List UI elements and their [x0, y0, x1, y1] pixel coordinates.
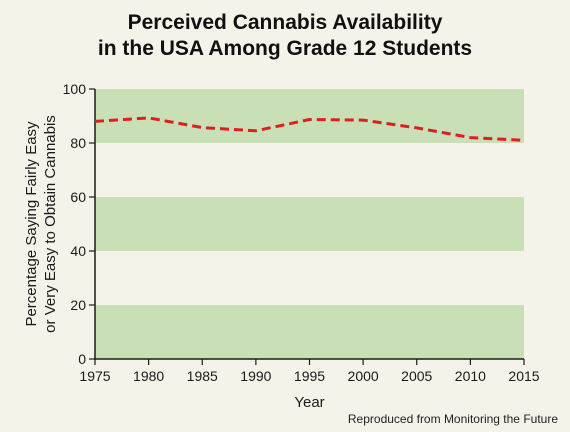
- x-tick-label: 2010: [455, 368, 486, 384]
- x-tick-label: 1975: [79, 368, 110, 384]
- source-note: Reproduced from Monitoring the Future: [347, 412, 558, 426]
- x-tick-label: 2005: [401, 368, 432, 384]
- chart-title-line2: in the USA Among Grade 12 Students: [97, 37, 473, 60]
- y-axis-label-line1: Percentage Saying Fairly Easy: [23, 121, 40, 327]
- y-tick-label: 100: [63, 81, 87, 97]
- y-axis-ticks: 0 20 40 60 80 100: [63, 81, 95, 367]
- chart-title: Perceived Cannabis Availability in the U…: [0, 10, 570, 62]
- data-series: [94, 116, 525, 142]
- x-tick-label: 2015: [508, 368, 539, 384]
- background-band: [95, 89, 524, 143]
- x-tick-label: 1990: [240, 368, 271, 384]
- y-tick-label: 60: [70, 189, 86, 205]
- y-tick-label: 40: [70, 243, 86, 259]
- x-tick-label: 1980: [133, 368, 164, 384]
- y-axis-label: Percentage Saying Fairly Easy or Very Ea…: [23, 115, 59, 333]
- y-tick-label: 0: [78, 351, 86, 367]
- y-tick-label: 80: [70, 135, 86, 151]
- x-tick-label: 1985: [187, 368, 218, 384]
- x-tick-label: 1995: [294, 368, 325, 384]
- x-axis-ticks: 1975 1980 1985 1990 1995 2000 2005 2010 2015: [79, 359, 540, 384]
- x-tick-label: 2000: [348, 368, 379, 384]
- chart-title-line1: Perceived Cannabis Availability: [127, 11, 443, 34]
- background-band: [95, 305, 524, 359]
- y-tick-label: 20: [70, 297, 86, 313]
- background-band: [95, 197, 524, 251]
- background-bands: [95, 89, 524, 359]
- y-axis-label-line2: or Very Easy to Obtain Cannabis: [42, 115, 59, 333]
- x-axis-label: Year: [294, 394, 324, 411]
